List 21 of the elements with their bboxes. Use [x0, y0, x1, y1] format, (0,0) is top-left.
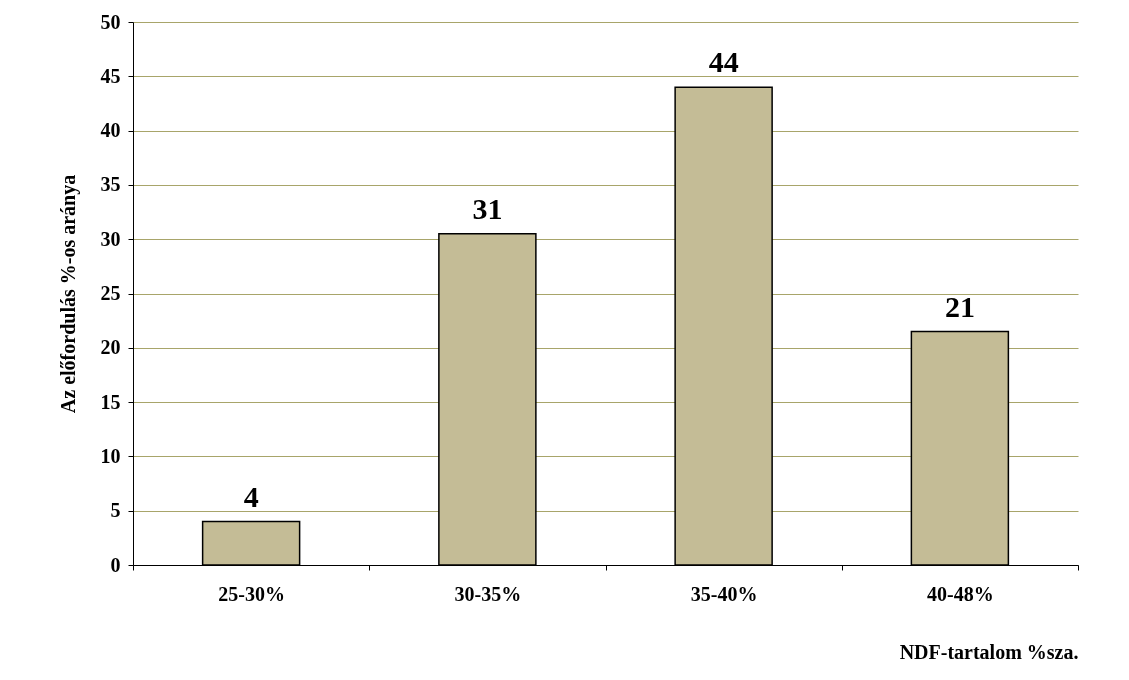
y-tick-label: 5 [110, 499, 121, 522]
data-label: 21 [944, 289, 975, 323]
y-tick-label: 50 [100, 10, 121, 33]
data-label: 4 [243, 479, 259, 513]
y-tick-label: 15 [100, 390, 121, 413]
x-tick-label: 35-40% [690, 582, 758, 605]
x-tick-label: 25-30% [218, 582, 285, 605]
x-tick-label: 30-35% [454, 582, 522, 605]
y-tick-label: 20 [100, 336, 121, 359]
y-tick-label: 30 [100, 227, 121, 250]
y-tick-label: 0 [110, 553, 121, 576]
data-label: 44 [708, 45, 739, 79]
y-tick-label: 40 [100, 119, 121, 142]
y-tick-label: 45 [100, 64, 121, 87]
x-tick-label: 40-48% [927, 582, 994, 605]
x-axis-title: NDF-tartalom %sza. [899, 640, 1079, 663]
data-label: 31 [472, 191, 503, 225]
y-tick-label: 25 [100, 282, 121, 304]
y-tick-label: 10 [100, 444, 121, 467]
y-tick-label: 35 [100, 173, 121, 196]
y-axis-title: Az előfordulás %-os aránya [56, 174, 80, 414]
